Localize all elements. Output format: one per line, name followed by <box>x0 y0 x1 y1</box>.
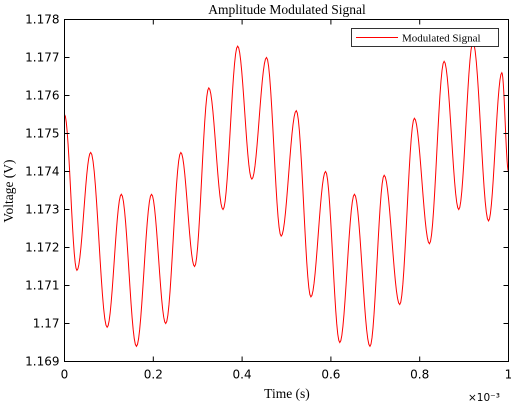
x-tick-label: 1 <box>505 368 511 382</box>
y-tick-label: 1.173 <box>25 203 59 217</box>
x-axis-exponent: ×10⁻³ <box>468 392 500 403</box>
y-tick-label: 1.171 <box>25 279 59 293</box>
y-tick-label: 1.177 <box>25 51 59 65</box>
chart-title: Amplitude Modulated Signal <box>208 2 366 17</box>
y-tick-label: 1.172 <box>25 241 59 255</box>
x-tick-label: 0.2 <box>144 368 163 382</box>
plot-frame <box>64 19 509 362</box>
x-axis-label: Time (s) <box>264 386 310 401</box>
axis-ticks: 0 0.2 0.4 0.6 0.8 1 1.169 1.17 1.171 1.172 1.173 1.… <box>25 13 511 382</box>
y-tick-label: 1.178 <box>25 13 59 27</box>
x-tick-label: 0 <box>61 368 69 382</box>
x-tick-label: 0.8 <box>410 368 429 382</box>
x-tick-label: 0.4 <box>233 368 252 382</box>
legend-label: Modulated Signal <box>402 33 481 45</box>
y-tick-label: 1.176 <box>25 89 59 103</box>
legend-box <box>351 28 499 47</box>
plot-area <box>64 41 509 348</box>
x-tick-label: 0.6 <box>321 368 340 382</box>
y-axis-label: Voltage (V) <box>1 159 16 222</box>
y-tick-label: 1.169 <box>25 355 59 369</box>
y-tick-label: 1.17 <box>33 317 60 331</box>
y-tick-label: 1.174 <box>25 165 59 179</box>
series-line-modulated-signal <box>64 41 509 348</box>
y-tick-label: 1.175 <box>25 127 59 141</box>
legend: Modulated Signal <box>351 28 499 47</box>
